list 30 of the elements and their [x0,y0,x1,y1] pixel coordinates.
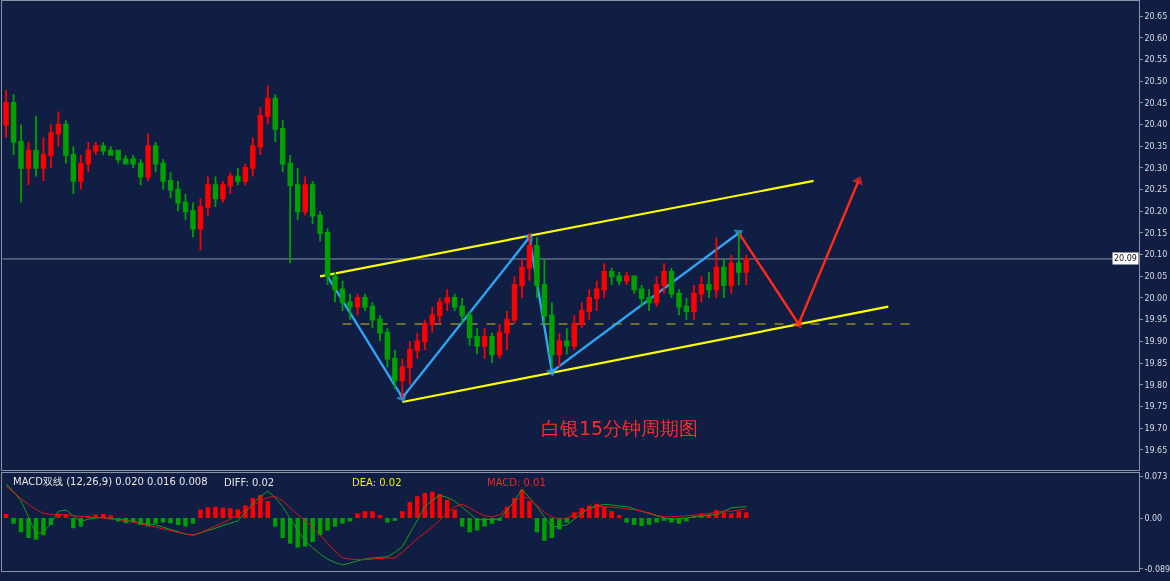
y-tick-label: 20.65 [1144,11,1168,21]
annotation: DEA: 0.02 [352,477,402,488]
y-tick-label: 20.15 [1144,228,1168,238]
chart-title: MACD双线 (12,26,9) 0.020 0.016 0.008 [13,476,208,487]
y-tick-label: 20.60 [1144,33,1168,43]
y-tick-label: 20.50 [1144,77,1168,87]
annotation: 白银15分钟周期图 [541,417,699,439]
y-tick-label: 19.85 [1144,358,1168,368]
y-tick-label: 20.35 [1144,142,1168,152]
y-tick-label: 20.05 [1144,272,1168,282]
y-tick-label: 19.95 [1144,315,1168,325]
y-tick-label: -0.089 [1144,564,1170,574]
y-tick-label: 20.40 [1144,120,1168,130]
y-tick-label: 20.10 [1144,250,1168,260]
y-tick-label: 19.90 [1144,337,1168,347]
annotation: MACD: 0.01 [487,477,546,488]
ref-line-label: 20.09 [1114,254,1137,263]
y-tick-label: 20.25 [1144,185,1168,195]
y-tick-label: 20.30 [1144,163,1168,173]
y-tick-label: 20.45 [1144,98,1168,108]
y-tick-label: 19.75 [1144,402,1168,412]
y-tick-label: 19.70 [1144,423,1168,433]
y-tick-label: 19.80 [1144,380,1168,390]
y-tick-label: 20.20 [1144,207,1168,217]
annotation: DIFF: 0.02 [224,477,275,488]
y-tick-label: 19.65 [1144,445,1168,455]
y-tick-label: 20.55 [1144,55,1168,65]
y-tick-label: 0.00 [1144,513,1163,523]
y-tick-label: 20.00 [1144,293,1168,303]
y-tick-label: 0.073 [1144,472,1168,482]
